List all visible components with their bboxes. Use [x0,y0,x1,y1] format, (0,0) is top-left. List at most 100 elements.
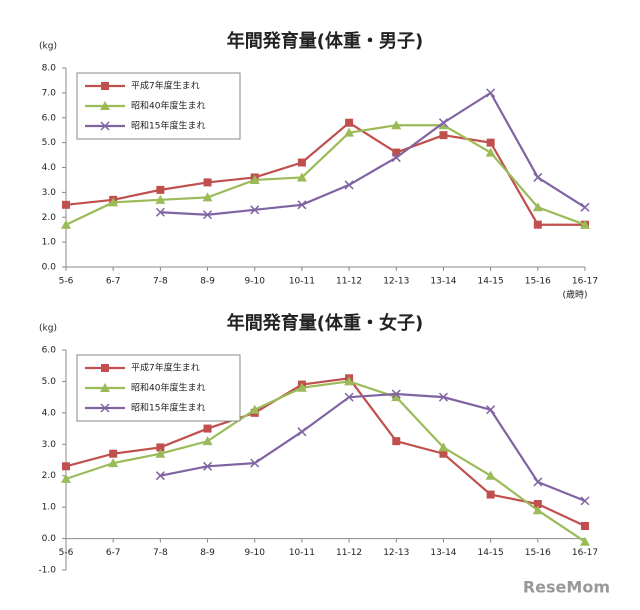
y-tick-label: 5.0 [42,377,57,387]
y-tick-label: 8.0 [42,64,57,74]
point [100,101,110,110]
legend-label: 平成7年度生まれ [131,362,200,374]
point [439,449,448,458]
legend-label: 昭和40年度生まれ [131,382,205,394]
x-tick-label: 8-9 [200,548,215,558]
point [392,437,401,446]
x-tick-label: 14-15 [478,548,504,558]
point [438,392,448,402]
y-tick-label: 1.0 [42,238,57,248]
series-line [65,380,586,543]
point [109,449,118,458]
point [155,207,165,217]
point [100,383,110,392]
point [486,405,496,415]
series-line [160,392,586,502]
point [297,427,307,437]
y-tick-label: 2.0 [42,213,57,223]
y-tick-label: 6.0 [42,346,57,356]
point [156,443,165,452]
x-tick-label: 15-16 [525,548,551,558]
y-tick-label: 7.0 [42,88,57,98]
y-tick-label: 0.0 [42,534,57,544]
x-tick-label: 10-11 [289,277,315,287]
x-tick-label: 9-10 [245,277,266,287]
x-tick-label: 8-9 [200,277,215,287]
point [203,210,213,220]
x-tick-label: 10-11 [289,548,315,558]
point [344,392,354,402]
point [249,174,260,184]
y-tick-label: 3.0 [42,188,57,198]
series-line [65,124,586,226]
point [486,88,496,98]
point [485,147,496,157]
point [438,442,449,452]
chart-title: 年間発育量(体重・男子) [227,30,423,52]
point [391,389,401,399]
y-tick-label: 4.0 [42,163,57,173]
point [100,403,110,413]
point [100,121,110,131]
point [203,178,212,187]
point [580,202,590,212]
y-axis-label: (kg) [39,42,57,52]
x-tick-label: 11-12 [336,548,362,558]
point [438,120,449,130]
x-tick-label: 13-14 [430,277,456,287]
point [532,202,543,212]
point [532,505,543,515]
x-tick-label: 5-6 [59,548,74,558]
point [439,131,448,140]
point [101,82,109,90]
point [203,461,213,471]
point [296,382,307,392]
point [249,404,260,414]
chart-title: 年間発育量(体重・女子) [227,312,423,334]
point [533,220,542,229]
point [202,436,213,446]
point [250,458,260,468]
point [344,127,355,137]
point [580,496,590,506]
point [438,118,448,128]
point [250,205,260,215]
point [296,172,307,182]
x-tick-label: 11-12 [336,277,362,287]
point [61,473,71,483]
y-tick-label: 6.0 [42,113,57,123]
point [202,192,213,202]
legend-label: 昭和15年度生まれ [131,120,205,132]
legend-label: 平成7年度生まれ [131,80,200,92]
series-line [160,91,586,216]
point [61,219,71,229]
point [391,120,402,130]
x-tick-label: 7-8 [153,548,168,558]
point [580,536,590,546]
y-tick-label: 4.0 [42,408,57,418]
y-tick-label: 1.0 [42,503,57,513]
point [62,200,70,209]
y-tick-label: 0.0 [42,263,57,273]
y-tick-label: 3.0 [42,440,57,450]
point [156,185,165,194]
y-tick-label: 5.0 [42,138,57,148]
point [392,148,401,157]
y-axis-label: (kg) [39,324,57,334]
x-tick-label: 6-7 [106,548,121,558]
point [344,180,354,190]
x-tick-label: 9-10 [245,548,266,558]
watermark: ReseMom [523,578,610,597]
point [391,153,401,163]
point [155,448,166,458]
x-tick-label: 7-8 [153,277,168,287]
x-tick-label: 13-14 [430,548,456,558]
point [108,197,119,207]
legend-label: 昭和40年度生まれ [131,100,205,112]
y-tick-label: 2.0 [42,471,57,481]
x-tick-label: 14-15 [478,277,504,287]
point [533,500,542,508]
point [344,376,355,386]
point [391,392,402,402]
